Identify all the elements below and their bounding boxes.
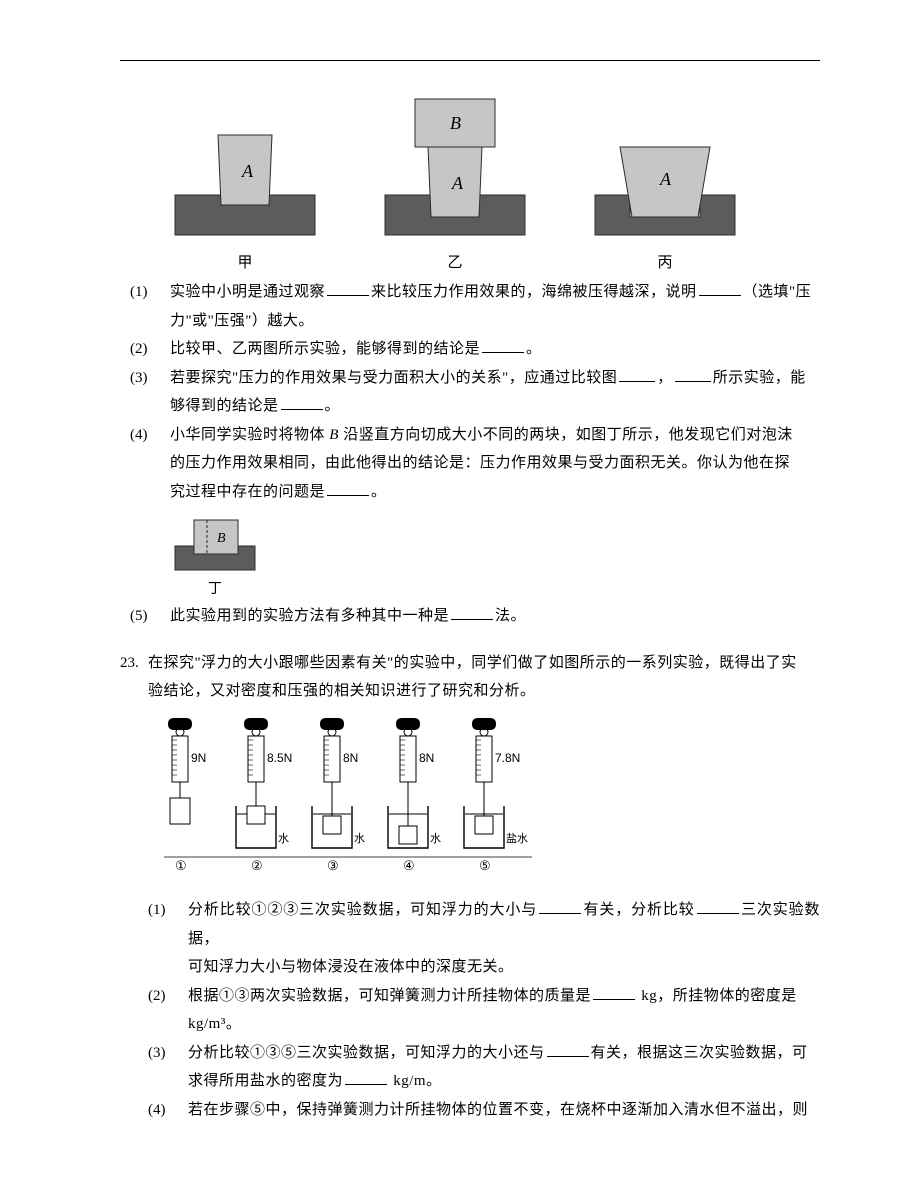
block-b-label: B bbox=[217, 531, 226, 546]
blank bbox=[281, 395, 323, 410]
blank bbox=[539, 899, 581, 914]
fig-jia: A 甲 bbox=[170, 85, 320, 272]
svg-text:7.8N: 7.8N bbox=[495, 751, 520, 765]
svg-text:②: ② bbox=[251, 858, 263, 873]
blank bbox=[619, 366, 655, 381]
blank bbox=[547, 1041, 589, 1056]
fig-yi-svg: A B bbox=[380, 85, 530, 245]
blank bbox=[697, 899, 739, 914]
fig-bing-caption: 丙 bbox=[657, 251, 672, 272]
svg-text:①: ① bbox=[175, 858, 187, 873]
block-a-label: A bbox=[451, 173, 464, 193]
q23-item-3: (3) 分析比较①③⑤三次实验数据，可知浮力的大小还与有关，根据这三次实验数据，… bbox=[148, 1039, 820, 1096]
svg-text:8N: 8N bbox=[343, 751, 358, 765]
block-b-label: B bbox=[450, 113, 461, 133]
blank bbox=[593, 984, 635, 999]
q22-item-2: (2) 比较甲、乙两图所示实验，能够得到的结论是。 bbox=[130, 335, 820, 364]
svg-text:8N: 8N bbox=[419, 751, 434, 765]
q23-item-4: (4) 若在步骤⑤中，保持弹簧测力计所挂物体的位置不变，在烧杯中逐渐加入清水但不… bbox=[148, 1096, 820, 1125]
svg-text:⑤: ⑤ bbox=[479, 858, 491, 873]
q22-item-3: (3) 若要探究"压力的作用效果与受力面积大小的关系"，应通过比较图，所示实验，… bbox=[130, 364, 820, 421]
buoyancy-figure: 9N ① 8.5N 水 ② 8N 水 ③ 8N 水 ④ 7.8N 盐水 ⑤ bbox=[158, 712, 820, 893]
block-a-label: A bbox=[659, 169, 672, 189]
svg-text:8.5N: 8.5N bbox=[267, 751, 292, 765]
fig-yi-caption: 乙 bbox=[447, 251, 462, 272]
fig-yi: A B 乙 bbox=[380, 85, 530, 272]
blank bbox=[345, 1070, 387, 1085]
svg-text:水: 水 bbox=[354, 832, 365, 845]
blank bbox=[482, 338, 524, 353]
pressure-figure-row: A 甲 A B 乙 A bbox=[170, 85, 820, 272]
q22-list-2: (5) 此实验用到的实验方法有多种其中一种是法。 bbox=[130, 602, 820, 631]
q23-list: (1) 分析比较①②③三次实验数据，可知浮力的大小与有关，分析比较三次实验数据，… bbox=[148, 896, 820, 1124]
q23: 23. 在探究"浮力的大小跟哪些因素有关"的实验中，同学们做了如图所示的一系列实… bbox=[120, 649, 820, 1125]
page: A 甲 A B 乙 A bbox=[0, 0, 920, 1191]
q23-item-2: (2) 根据①③两次实验数据，可知弹簧测力计所挂物体的质量是 kg，所挂物体的密… bbox=[148, 982, 820, 1039]
fig-jia-svg: A bbox=[170, 85, 320, 245]
svg-text:③: ③ bbox=[327, 858, 339, 873]
blank bbox=[327, 281, 369, 296]
q22-item-4: (4) 小华同学实验时将物体 B 沿竖直方向切成大小不同的两块，如图丁所示，他发… bbox=[130, 421, 820, 507]
buoyancy-svg: 9N ① 8.5N 水 ② 8N 水 ③ 8N 水 ④ 7.8N 盐水 ⑤ bbox=[158, 712, 538, 882]
fig-bing-svg: A bbox=[590, 85, 740, 245]
svg-text:水: 水 bbox=[278, 832, 289, 845]
blank bbox=[699, 281, 741, 296]
block-a-label: A bbox=[241, 161, 254, 181]
fig-ding: B 丁 bbox=[172, 510, 258, 598]
fig-ding-caption: 丁 bbox=[208, 578, 222, 598]
fig-jia-caption: 甲 bbox=[237, 251, 252, 272]
q23-item-1: (1) 分析比较①②③三次实验数据，可知浮力的大小与有关，分析比较三次实验数据，… bbox=[148, 896, 820, 982]
svg-text:④: ④ bbox=[403, 858, 415, 873]
svg-text:盐水: 盐水 bbox=[506, 832, 528, 845]
q22-list: (1) 实验中小明是通过观察来比较压力作用效果的，海绵被压得越深，说明（选填"压… bbox=[130, 278, 820, 506]
top-rule bbox=[120, 60, 820, 61]
q23-stem: 23. 在探究"浮力的大小跟哪些因素有关"的实验中，同学们做了如图所示的一系列实… bbox=[120, 649, 820, 706]
blank bbox=[327, 480, 369, 495]
blank bbox=[675, 366, 711, 381]
svg-text:9N: 9N bbox=[191, 751, 206, 765]
blank bbox=[451, 605, 493, 620]
q22-item-1: (1) 实验中小明是通过观察来比较压力作用效果的，海绵被压得越深，说明（选填"压… bbox=[130, 278, 820, 335]
fig-bing: A 丙 bbox=[590, 85, 740, 272]
svg-text:水: 水 bbox=[430, 832, 441, 845]
q22-item-5: (5) 此实验用到的实验方法有多种其中一种是法。 bbox=[130, 602, 820, 631]
fig-ding-svg: B bbox=[172, 510, 258, 574]
